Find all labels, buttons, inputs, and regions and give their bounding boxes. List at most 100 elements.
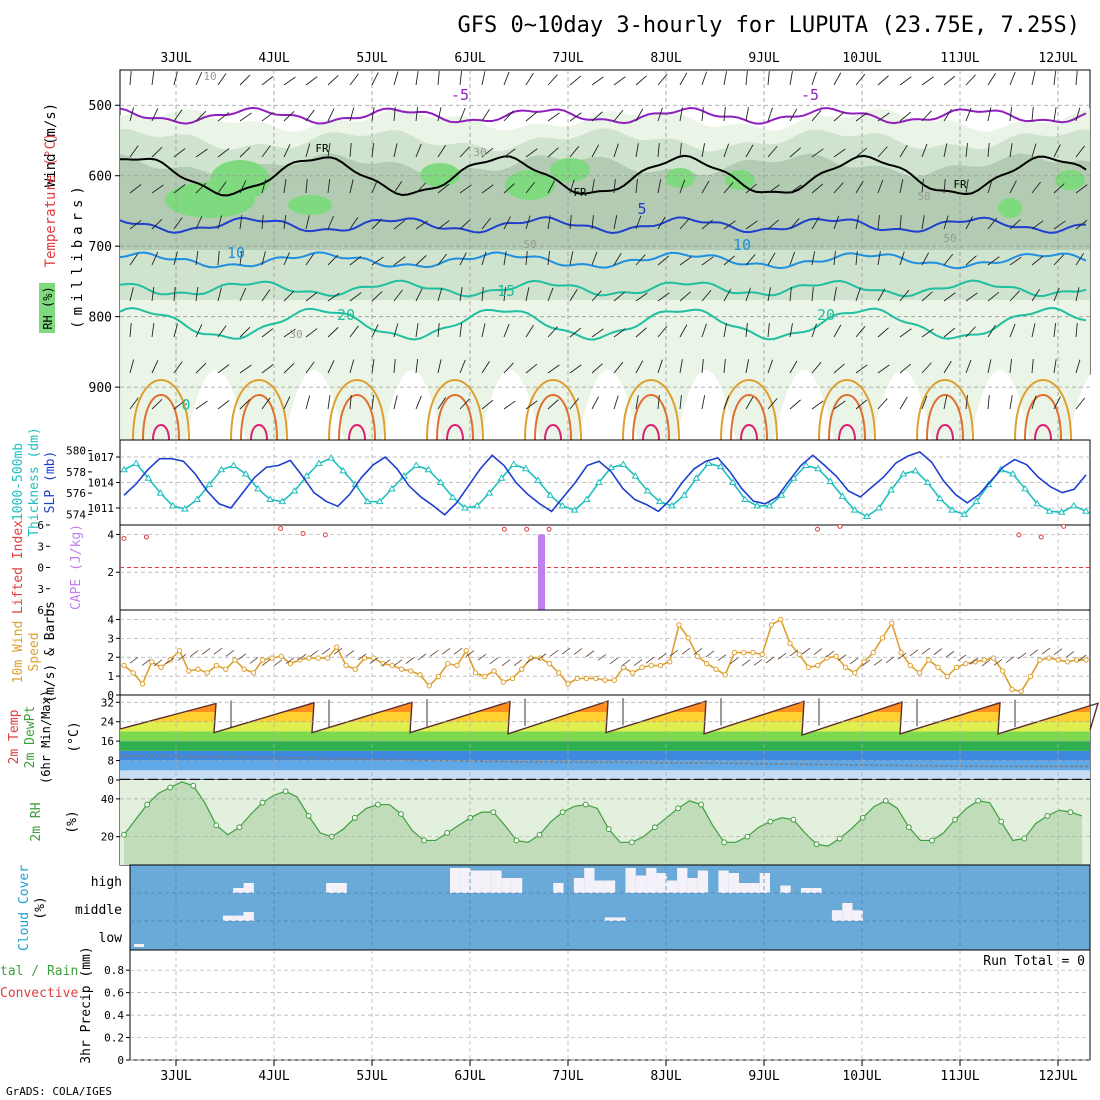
high-cloud-bar <box>511 878 523 893</box>
wind-barb <box>921 328 934 338</box>
li-point <box>143 534 149 540</box>
isotherm-25 <box>426 379 484 441</box>
isotherm-20 <box>119 306 1087 341</box>
middle-cloud-bar <box>615 917 626 921</box>
tick-label: 24 <box>101 716 115 729</box>
wind-barb <box>701 359 704 374</box>
surface-barb <box>129 656 139 664</box>
wind-barb <box>481 323 486 338</box>
thickness-point <box>229 461 238 468</box>
thickness-point <box>339 466 348 474</box>
wind-speed-point <box>278 653 284 659</box>
isotherm-35 <box>936 424 954 441</box>
date-label-bottom: 12JUL <box>1038 1069 1077 1084</box>
wind-barb <box>569 179 575 194</box>
surface-barb <box>861 659 871 667</box>
wind-barb <box>283 144 291 158</box>
wind-barb <box>459 287 463 302</box>
cape-ticks: 6 3 0 3 6 2 4 <box>37 519 120 617</box>
wind-barb <box>745 287 751 302</box>
rh-point <box>882 797 889 804</box>
wind-barb <box>1031 143 1037 158</box>
top-date-labels: 3JUL 4JUL 5JUL 6JUL 7JUL 8JUL 9JUL 10JUL 11JUL 12… <box>160 51 1077 66</box>
rh-point <box>721 839 728 846</box>
surface-barb <box>345 650 355 657</box>
contour-label: 20 <box>337 306 355 324</box>
wind-barb <box>217 112 230 122</box>
wind-speed-point <box>870 649 876 656</box>
wind-barb <box>525 72 534 86</box>
rh-point <box>351 814 358 821</box>
wind-barb <box>437 323 440 338</box>
thickness-point <box>254 484 262 492</box>
wind-speed-point <box>1046 655 1052 661</box>
high-cloud-bar <box>635 875 647 893</box>
wind-barb <box>173 148 186 158</box>
wind-barb <box>393 256 406 266</box>
wind-barb <box>591 328 604 338</box>
rh-point <box>975 797 982 804</box>
cloud-bars <box>134 868 863 947</box>
wind-barb <box>899 179 904 194</box>
wind-barb <box>151 146 163 158</box>
surface-barb <box>921 647 931 655</box>
wind-barb <box>173 251 178 266</box>
wind-barb <box>679 107 683 122</box>
temp-band <box>120 770 1090 780</box>
wind-barb <box>701 395 706 410</box>
surface-barb <box>981 659 991 667</box>
wind-barb <box>987 143 990 158</box>
contour-label: 0 <box>181 396 190 414</box>
wind-barb <box>195 72 203 86</box>
isotherm-30 <box>338 394 376 441</box>
wind-barb <box>393 181 403 194</box>
date-label-top: 12JUL <box>1038 51 1077 66</box>
thickness-point <box>704 459 713 466</box>
wind-speed-point <box>778 616 784 623</box>
wind-barb <box>635 327 647 338</box>
thickness-point <box>485 489 494 496</box>
temp-band <box>120 712 1090 722</box>
wind-barb <box>1031 181 1042 194</box>
wind-barb <box>987 395 990 410</box>
surface-barb <box>477 653 487 661</box>
tick-label: 4 <box>107 613 114 626</box>
surface-barb <box>801 647 811 655</box>
wind-barb <box>943 360 952 374</box>
slp-series <box>120 450 1090 519</box>
pressure-ticks: 500 600 700 800 900 <box>89 99 120 396</box>
date-label-top: 6JUL <box>454 51 485 66</box>
ylabel-temp-c: (6hr Min/Max) <box>39 690 53 784</box>
surface-barb <box>873 659 883 666</box>
thickness-point <box>132 459 141 466</box>
thickness-point <box>1082 507 1090 514</box>
isotherm-30 <box>534 394 572 441</box>
wind-barb <box>481 251 487 266</box>
high-cloud-bar <box>656 873 667 893</box>
wind-speed-point <box>241 666 247 672</box>
wind-barb <box>349 217 359 230</box>
ylabel-lifted-index: Lifted Index <box>11 520 26 614</box>
wind-barb <box>151 218 163 230</box>
isotherm-35 <box>446 424 464 441</box>
wind-barb <box>855 325 866 338</box>
wind-barb <box>151 360 159 374</box>
wind-speed-point <box>713 666 719 672</box>
wind-barb <box>789 323 793 338</box>
wind-barb <box>1053 71 1057 86</box>
wind-barb <box>965 395 968 410</box>
high-cloud-bar <box>553 883 564 893</box>
wind-barb <box>833 148 846 158</box>
wind-speed-point <box>509 675 516 682</box>
wind-barb <box>965 292 978 302</box>
wind-speed-point <box>852 670 858 676</box>
wind-barb <box>767 323 770 338</box>
wind-speed-point <box>546 660 553 667</box>
wind-barb <box>943 327 956 338</box>
wind-barb <box>327 254 339 266</box>
wind-barb <box>789 184 802 194</box>
thickness-point <box>509 460 518 467</box>
wind-barb <box>547 215 551 230</box>
wind-barb <box>1053 220 1066 230</box>
wind-barb <box>701 323 707 338</box>
